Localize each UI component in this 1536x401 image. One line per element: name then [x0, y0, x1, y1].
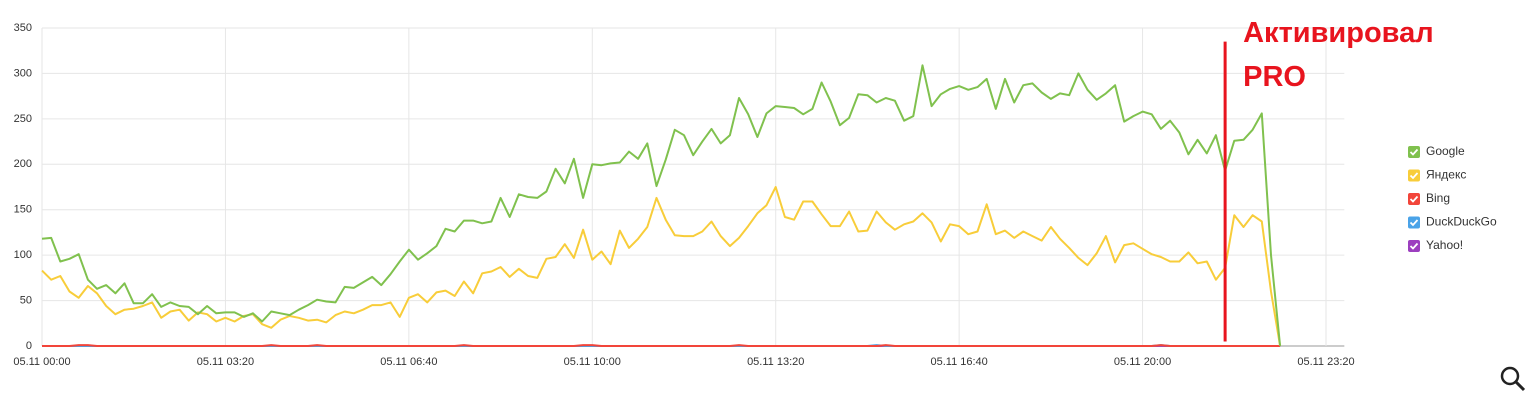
legend-check	[1409, 242, 1419, 250]
y-tick-label: 350	[14, 22, 32, 34]
legend-item[interactable]: Google	[1408, 144, 1465, 158]
y-tick-label: 50	[20, 294, 32, 306]
legend-check	[1409, 148, 1419, 156]
x-tick-label: 05.11 23:20	[1297, 356, 1354, 368]
series-line	[41, 186, 1282, 347]
y-tick-label: 150	[14, 204, 32, 216]
legend-label: Yahoo!	[1426, 238, 1463, 252]
legend-label: DuckDuckGo	[1426, 215, 1497, 229]
x-tick-label: 05.11 00:00	[13, 356, 70, 368]
legend-item[interactable]: Yahoo!	[1408, 238, 1463, 252]
legend-label: Яндекс	[1426, 168, 1466, 182]
y-tick-label: 250	[14, 113, 32, 125]
legend-swatch	[1408, 169, 1420, 182]
legend-swatch	[1408, 146, 1420, 158]
legend-check	[1409, 172, 1419, 180]
annotation-text: Активировал	[1243, 17, 1434, 49]
x-tick-label: 05.11 16:40	[930, 356, 987, 368]
x-tick-label: 05.11 03:20	[197, 356, 254, 368]
y-tick-label: 0	[26, 340, 32, 352]
legend-item[interactable]: DuckDuckGo	[1408, 215, 1497, 229]
search-icon[interactable]	[1500, 366, 1526, 392]
legend-item[interactable]: Яндекс	[1408, 168, 1466, 182]
x-tick-label: 05.11 06:40	[380, 356, 437, 368]
legend-check	[1409, 219, 1419, 227]
y-tick-label: 200	[14, 158, 32, 170]
x-tick-label: 05.11 10:00	[564, 356, 621, 368]
legend-swatch	[1408, 240, 1420, 252]
y-tick-label: 300	[14, 67, 32, 79]
legend-label: Google	[1426, 144, 1465, 158]
series-line	[41, 64, 1282, 347]
annotation-text: PRO	[1243, 61, 1306, 93]
legend-check	[1409, 195, 1419, 203]
series-line	[42, 344, 1281, 347]
legend-swatch	[1408, 193, 1420, 205]
x-tick-label: 05.11 13:20	[747, 356, 804, 368]
legend-swatch	[1408, 216, 1420, 229]
legend-item[interactable]: Bing	[1408, 191, 1450, 205]
x-tick-label: 05.11 20:00	[1114, 356, 1171, 368]
legend-label: Bing	[1426, 191, 1450, 205]
y-tick-label: 100	[14, 249, 32, 261]
